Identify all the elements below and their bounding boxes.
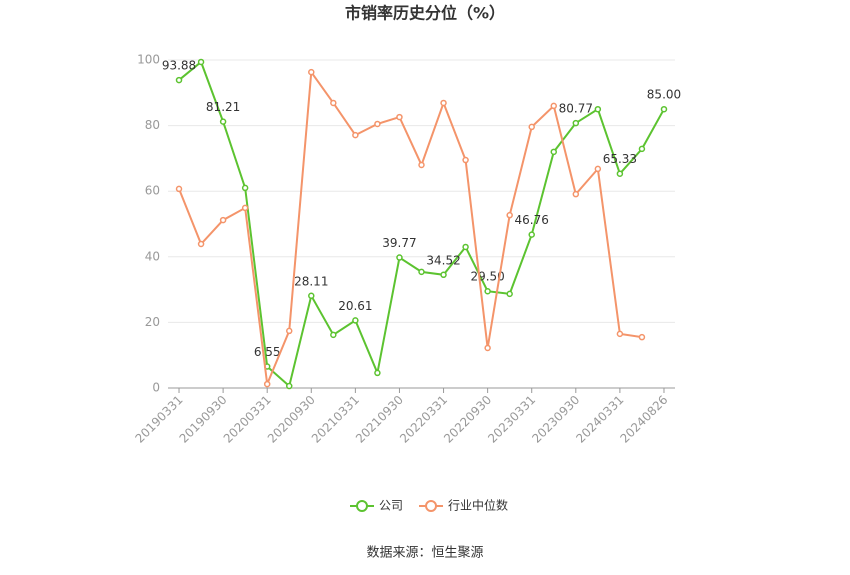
- data-point: [572, 119, 580, 127]
- data-point: [197, 240, 205, 248]
- y-tick-label: 80: [145, 118, 160, 132]
- data-label: 39.77: [382, 236, 416, 250]
- data-point: [352, 131, 359, 139]
- chart-title: 市销率历史分位（%）: [345, 4, 505, 23]
- legend-label: 行业中位数: [448, 498, 508, 513]
- data-point: [506, 290, 513, 298]
- data-point: [594, 105, 602, 113]
- data-label: 20.61: [338, 299, 372, 313]
- data-label: 34.52: [426, 253, 460, 267]
- data-label: 65.33: [603, 152, 637, 166]
- data-label: 46.76: [515, 213, 549, 227]
- legend-marker: [425, 500, 438, 512]
- series-line: [178, 69, 643, 388]
- data-point: [285, 382, 293, 390]
- legend-marker: [356, 500, 368, 512]
- data-point: [241, 184, 249, 192]
- data-point: [484, 344, 491, 352]
- data-label: 6.55: [254, 345, 281, 359]
- data-point: [396, 113, 403, 121]
- data-point: [175, 76, 183, 84]
- data-point: [241, 204, 249, 212]
- data-point: [528, 123, 535, 131]
- y-tick-label: 20: [145, 315, 160, 329]
- data-point: [440, 99, 447, 107]
- data-point: [197, 58, 205, 66]
- y-tick-label: 0: [152, 381, 160, 395]
- data-label: 28.11: [294, 274, 328, 288]
- data-point: [175, 185, 183, 193]
- data-point: [462, 156, 469, 164]
- data-point: [638, 333, 646, 341]
- data-point: [616, 170, 624, 177]
- data-label: 81.21: [206, 100, 240, 114]
- data-point: [528, 231, 535, 238]
- data-point: [550, 102, 558, 110]
- y-tick-label: 100: [137, 53, 160, 67]
- data-point: [330, 99, 337, 107]
- data-point: [330, 331, 337, 339]
- data-point: [308, 68, 315, 76]
- data-point: [285, 327, 293, 335]
- data-point: [594, 165, 602, 173]
- data-label: 85.00: [647, 88, 681, 102]
- y-tick-label: 40: [145, 249, 160, 263]
- source: 数据来源：恒生聚源: [366, 546, 483, 561]
- x-tick-label: 20240826: [617, 393, 670, 446]
- data-point: [374, 369, 381, 377]
- data-label: 93.88: [162, 59, 196, 73]
- y-tick-label: 60: [145, 184, 160, 198]
- data-point: [308, 292, 315, 300]
- data-point: [219, 118, 227, 125]
- data-point: [418, 268, 425, 276]
- data-point: [462, 243, 469, 251]
- data-point: [572, 190, 580, 198]
- data-point: [616, 330, 624, 338]
- data-point: [418, 161, 425, 169]
- data-point: [484, 287, 491, 295]
- data-point: [660, 105, 668, 113]
- data-point: [440, 271, 447, 279]
- data-point: [506, 211, 513, 219]
- data-point: [352, 317, 359, 324]
- data-label: 80.77: [559, 102, 593, 116]
- data-point: [550, 148, 558, 156]
- data-point: [374, 120, 381, 128]
- data-point: [396, 254, 403, 261]
- data-point: [219, 216, 227, 224]
- data-point: [263, 380, 271, 388]
- data-point: [638, 145, 646, 153]
- legend-label: 公司: [379, 499, 403, 513]
